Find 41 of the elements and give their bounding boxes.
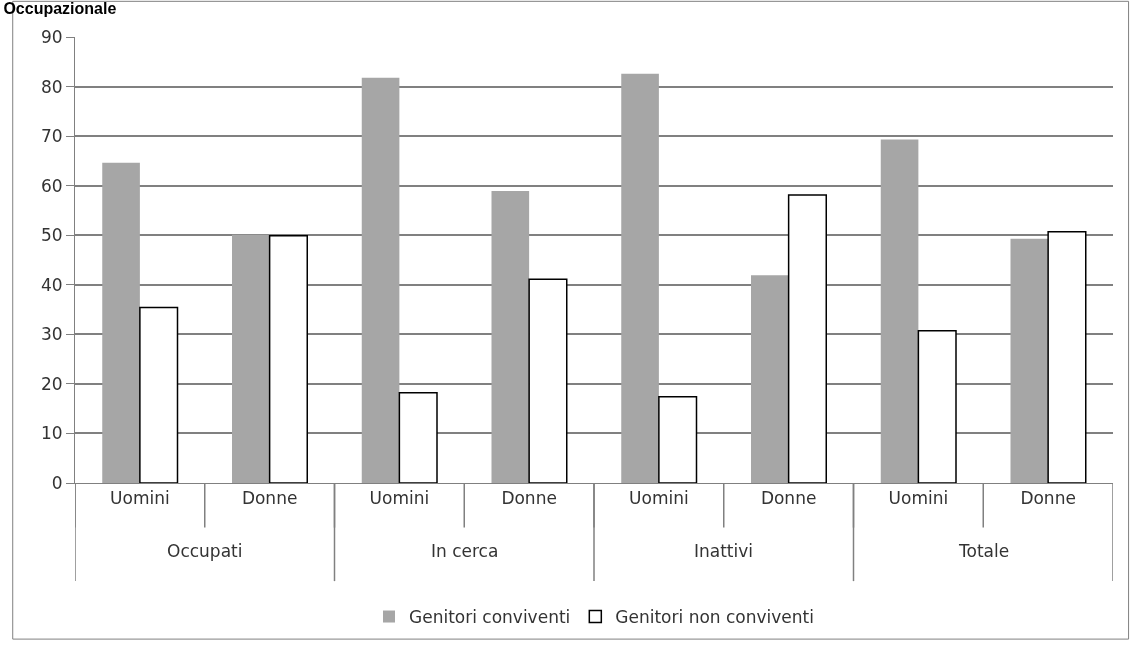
legend-label: Genitori non conviventi — [615, 607, 814, 628]
text: In cerca — [431, 541, 499, 561]
x-tick-label: Donne — [501, 488, 557, 509]
bar — [787, 194, 827, 483]
y-tick-label: 0 — [51, 472, 63, 493]
bar — [658, 396, 698, 483]
y-tick-label: 70 — [40, 126, 63, 147]
bar — [361, 77, 400, 483]
x-tick-label: Uomini — [110, 488, 170, 509]
y-tick-label: 80 — [40, 76, 63, 97]
x-tick-label: Uomini — [888, 488, 949, 509]
text: Totale — [958, 541, 1010, 561]
bar — [398, 392, 438, 483]
text: Inattivi — [694, 541, 754, 561]
y-tick-label: 90 — [40, 26, 63, 47]
y-tick-label: 20 — [40, 373, 63, 394]
bar — [232, 234, 270, 483]
bar — [621, 73, 659, 483]
bar — [751, 275, 789, 483]
bar — [1010, 238, 1049, 483]
bar — [1047, 231, 1087, 483]
y-tick-label: 60 — [40, 175, 63, 196]
text: Occupati — [167, 541, 243, 561]
bar — [491, 191, 530, 483]
x-tick-label: Uomini — [629, 488, 689, 509]
y-tick-label: 40 — [40, 274, 63, 295]
chart-title: Occupazionale — [3, 0, 117, 18]
x-tick-label: Uomini — [369, 488, 430, 509]
bar — [528, 278, 568, 483]
x-tick-label: Donne — [1020, 488, 1076, 509]
bar — [139, 306, 179, 483]
legend-label: Genitori conviventi — [409, 607, 571, 628]
y-tick-label: 30 — [40, 324, 63, 345]
y-tick-label: 50 — [40, 225, 63, 246]
y-tick-label: 10 — [40, 423, 63, 444]
x-tick-label: Donne — [241, 488, 298, 509]
bar — [880, 139, 919, 483]
x-tick-label: Donne — [760, 488, 817, 509]
bar — [268, 234, 308, 483]
bar — [917, 330, 957, 483]
bar — [102, 162, 140, 483]
